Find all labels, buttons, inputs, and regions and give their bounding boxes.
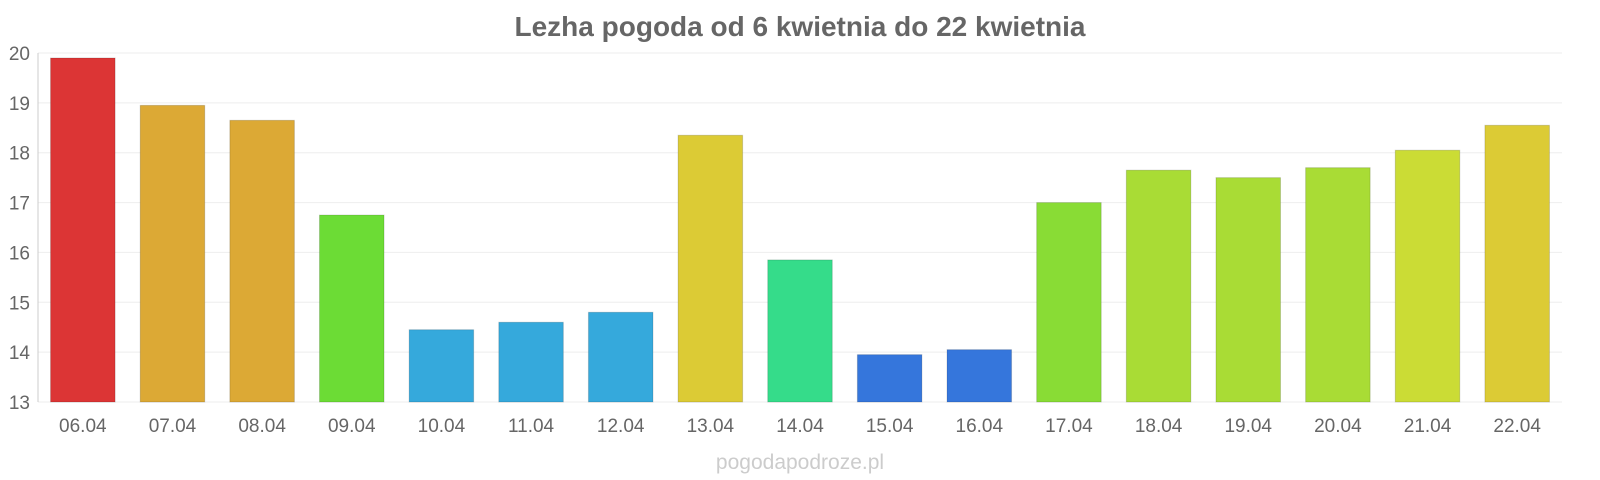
x-tick-label: 22.04 [1493,416,1541,437]
watermark: pogodapodroze.pl [716,451,884,474]
y-tick-label: 16 [9,243,30,264]
bar [1125,169,1192,403]
x-tick-label: 12.04 [597,416,645,437]
bar [318,214,385,403]
x-tick-label: 11.04 [508,416,555,437]
x-tick-label: 17.04 [1045,416,1093,437]
y-axis-ticks: 13 14 15 16 17 18 19 20 [9,44,31,414]
bar [856,354,923,403]
y-tick-label: 20 [9,44,30,65]
bar [946,349,1013,403]
bar [229,119,295,403]
x-tick-label: 07.04 [149,416,197,437]
x-tick-label: 19.04 [1224,416,1272,437]
x-tick-label: 09.04 [328,416,376,437]
bar [408,329,475,403]
x-tick-label: 08.04 [238,416,286,437]
x-tick-label: 20.04 [1314,416,1362,437]
x-tick-label: 13.04 [687,416,735,437]
y-tick-label: 15 [9,293,30,314]
bar [1305,167,1371,403]
x-tick-label: 21.04 [1404,416,1452,437]
bars [50,57,1550,403]
bar [50,57,116,403]
bar [498,321,564,403]
x-tick-label: 14.04 [776,416,824,437]
x-tick-label: 16.04 [956,416,1004,437]
bar [1394,149,1461,403]
bar [767,259,833,403]
chart-title: Lezha pogoda od 6 kwietnia do 22 kwietni… [515,11,1086,42]
y-tick-label: 14 [9,343,31,364]
bar [587,311,654,403]
x-tick-label: 15.04 [866,416,914,437]
x-tick-label: 10.04 [418,416,466,437]
bar [139,104,206,403]
bar [1215,177,1282,403]
bar [1484,124,1550,403]
x-tick-label: 18.04 [1135,416,1183,437]
y-tick-label: 18 [9,144,30,165]
bar [677,134,744,403]
x-axis-ticks: 06.04 07.04 08.04 09.04 10.04 11.04 12.04 13.04… [59,416,1541,437]
y-tick-label: 13 [9,393,30,414]
x-tick-label: 06.04 [59,416,107,437]
y-tick-label: 17 [9,194,30,215]
bar [1036,202,1102,403]
y-tick-label: 19 [9,94,30,115]
